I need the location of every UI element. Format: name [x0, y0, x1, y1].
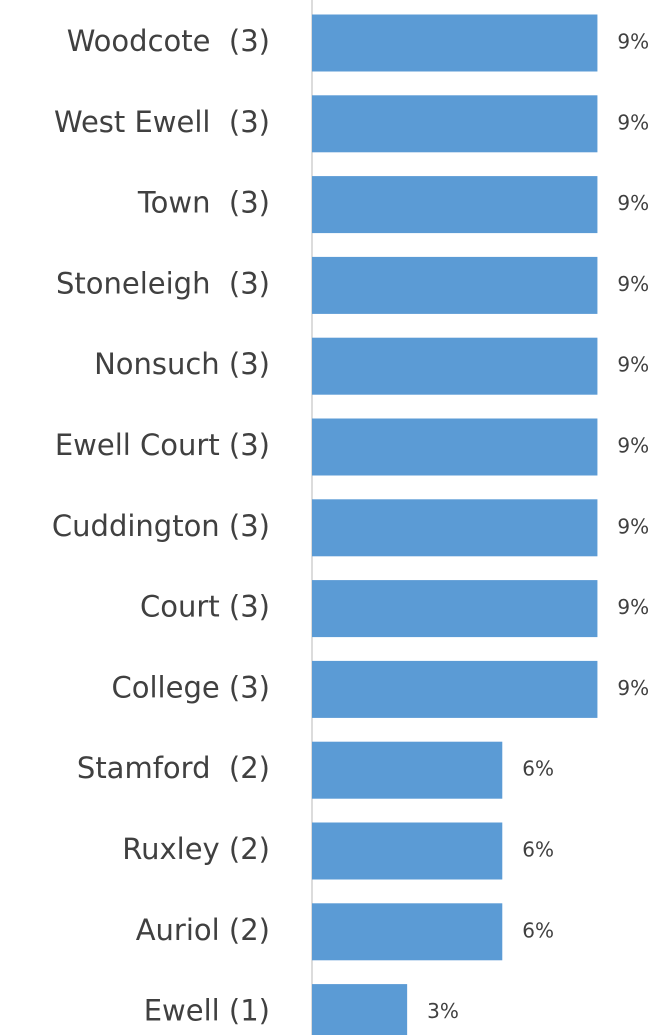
bar — [312, 337, 598, 395]
data-label: 9% — [617, 191, 649, 215]
data-label: 9% — [617, 30, 649, 54]
y-tick-label: Ewell Court (3) — [55, 428, 270, 462]
data-label: 9% — [617, 110, 649, 134]
data-label: 9% — [617, 353, 649, 377]
y-tick-label: Stamford (2) — [77, 751, 270, 785]
data-label: 9% — [617, 514, 649, 538]
bar — [312, 176, 598, 234]
y-tick-label: Town (3) — [137, 186, 270, 220]
bar — [312, 741, 503, 799]
y-tick-label: Nonsuch (3) — [94, 347, 270, 381]
y-tick-label: Court (3) — [140, 590, 270, 624]
data-label: 3% — [427, 999, 459, 1023]
y-tick-label: Auriol (2) — [136, 913, 270, 947]
data-label: 6% — [522, 838, 554, 862]
bar — [312, 499, 598, 557]
bar — [312, 580, 598, 638]
bar — [312, 822, 503, 880]
y-tick-label: Cuddington (3) — [52, 509, 270, 543]
data-label: 9% — [617, 434, 649, 458]
data-label: 9% — [617, 676, 649, 700]
bar — [312, 418, 598, 476]
bar — [312, 256, 598, 314]
y-tick-label: College (3) — [112, 670, 271, 704]
bar — [312, 660, 598, 718]
y-tick-label: Stoneleigh (3) — [56, 266, 270, 300]
bar — [312, 984, 408, 1035]
bar — [312, 903, 503, 961]
bar — [312, 14, 598, 72]
data-label: 9% — [617, 595, 649, 619]
y-tick-label: West Ewell (3) — [54, 105, 270, 139]
y-tick-label: Ewell (1) — [144, 994, 270, 1028]
y-tick-label: Woodcote (3) — [67, 24, 270, 58]
data-label: 9% — [617, 272, 649, 296]
bar — [312, 95, 598, 153]
data-label: 6% — [522, 918, 554, 942]
y-tick-label: Ruxley (2) — [122, 832, 270, 866]
data-label: 6% — [522, 757, 554, 781]
